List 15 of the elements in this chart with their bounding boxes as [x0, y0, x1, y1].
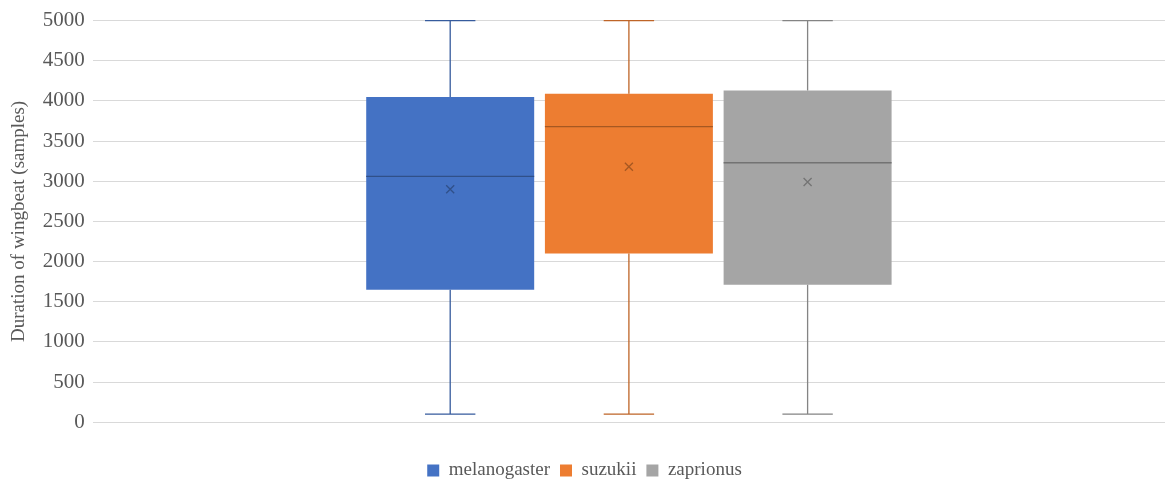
y-axis-title: Duration of wingbeat (samples): [7, 100, 30, 342]
y-tick-label: 2000: [42, 248, 85, 273]
legend-label: zaprionus: [667, 458, 742, 480]
legend-label: suzukii: [581, 458, 637, 480]
y-tick-label: 0: [74, 408, 85, 433]
y-tick-label: 500: [53, 368, 85, 393]
y-tick-label: 3500: [42, 127, 85, 152]
y-tick-label: 3000: [42, 167, 85, 192]
y-tick-label: 1000: [42, 328, 85, 353]
y-tick-label: 1500: [42, 288, 85, 313]
y-tick-label: 4000: [42, 87, 85, 112]
y-tick-label: 5000: [42, 7, 85, 32]
y-tick-label: 4500: [42, 47, 85, 72]
y-tick-label: 2500: [42, 207, 85, 232]
legend-label: melanogaster: [448, 458, 551, 480]
